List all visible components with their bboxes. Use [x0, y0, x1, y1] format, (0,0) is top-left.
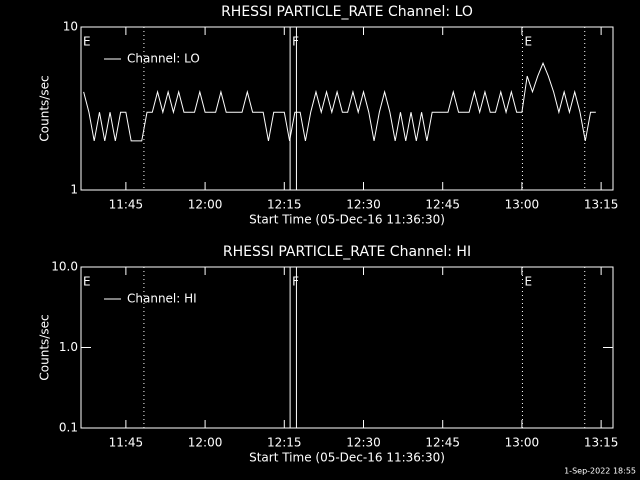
x-tick-label: 12:00: [188, 198, 223, 212]
chart-title: RHESSI PARTICLE_RATE Channel: HI: [223, 244, 471, 260]
chart-title: RHESSI PARTICLE_RATE Channel: LO: [221, 4, 473, 20]
y-tick-label: 10: [63, 20, 78, 34]
y-tick-label: 0.1: [59, 421, 78, 435]
flag-label: F: [292, 35, 299, 49]
timestamp: 1-Sep-2022 18:55: [564, 467, 636, 476]
y-tick-label: 1.0: [59, 340, 78, 354]
flag-label: E: [83, 35, 91, 49]
flag-label: E: [524, 35, 532, 49]
x-tick-label: 13:00: [505, 436, 540, 450]
x-tick-label: 12:45: [425, 436, 460, 450]
x-tick-label: 12:30: [346, 198, 381, 212]
flag-label: E: [524, 275, 532, 289]
data-line: [83, 61, 596, 142]
x-tick-label: 13:00: [505, 198, 540, 212]
plot-frame: [80, 26, 614, 191]
flag-label: E: [83, 275, 91, 289]
legend-label: Channel: LO: [127, 52, 200, 66]
legend-label: Channel: HI: [127, 292, 197, 306]
x-tick-label: 12:00: [188, 436, 223, 450]
x-tick-label: 12:15: [267, 436, 302, 450]
x-tick-label: 13:15: [584, 198, 619, 212]
y-axis-label: Counts/sec: [38, 75, 52, 141]
y-axis-label: Counts/sec: [38, 314, 52, 380]
x-tick-label: 12:45: [425, 198, 460, 212]
x-tick-label: 11:45: [109, 436, 144, 450]
x-axis-label: Start Time (05-Dec-16 11:36:30): [249, 213, 445, 227]
flag-label: F: [292, 275, 299, 289]
x-tick-label: 11:45: [109, 198, 144, 212]
x-tick-label: 12:15: [267, 198, 302, 212]
x-tick-label: 12:30: [346, 436, 381, 450]
x-tick-label: 13:15: [584, 436, 619, 450]
x-axis-label: Start Time (05-Dec-16 11:36:30): [249, 451, 445, 465]
y-tick-label: 1: [70, 183, 78, 197]
y-tick-label: 10.0: [51, 260, 78, 274]
